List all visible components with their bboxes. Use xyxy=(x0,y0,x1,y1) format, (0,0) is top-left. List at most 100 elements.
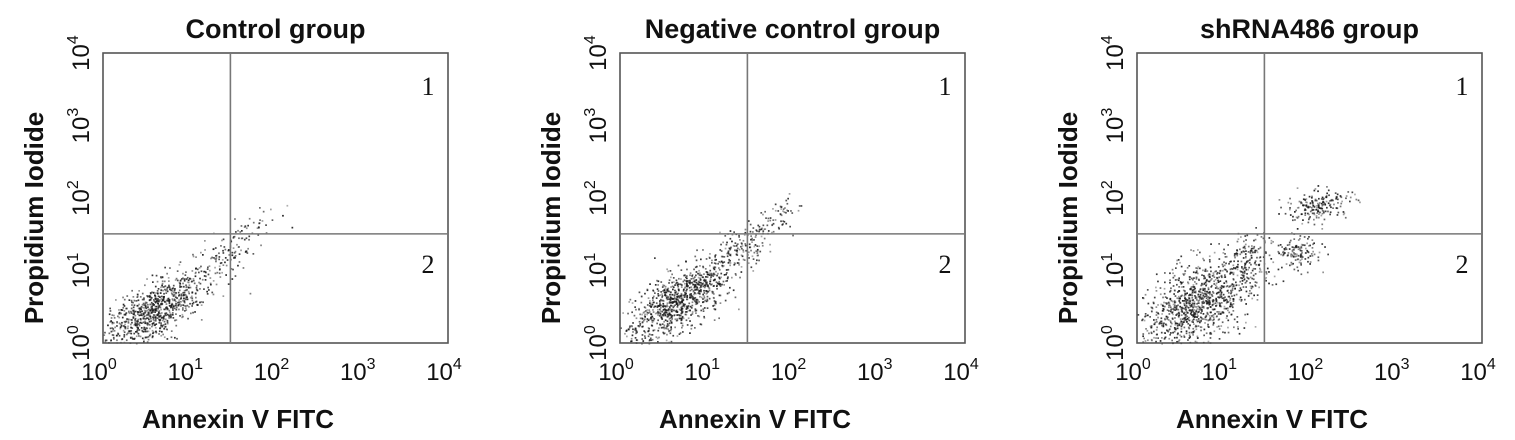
event-dot xyxy=(1313,223,1316,226)
event-dot xyxy=(245,227,248,230)
event-dot xyxy=(677,283,680,286)
event-dot xyxy=(1289,239,1292,242)
event-dot xyxy=(785,199,788,202)
event-dot xyxy=(1291,253,1294,256)
event-dot xyxy=(1238,284,1240,287)
event-dot xyxy=(1186,321,1188,323)
event-dot xyxy=(680,309,682,312)
event-dot xyxy=(1322,198,1324,201)
event-dot xyxy=(196,284,198,287)
event-dot xyxy=(1273,275,1276,278)
event-dot xyxy=(756,259,758,262)
event-dot xyxy=(684,293,687,296)
event-dot xyxy=(175,308,178,311)
event-dot xyxy=(1193,318,1195,321)
event-dot xyxy=(185,289,187,292)
event-dot xyxy=(1200,320,1202,323)
event-dot xyxy=(689,272,692,274)
event-dot xyxy=(215,260,217,263)
event-dot xyxy=(1209,266,1212,269)
event-dot xyxy=(1284,246,1287,249)
event-dot xyxy=(174,336,176,339)
event-dot xyxy=(679,314,682,317)
event-dot xyxy=(1320,202,1323,205)
event-dot xyxy=(705,271,708,273)
event-dot xyxy=(186,289,188,291)
event-dot xyxy=(1147,339,1149,342)
event-dot xyxy=(1318,202,1321,204)
event-dot xyxy=(1150,306,1152,309)
event-dot xyxy=(1287,252,1290,254)
event-dot xyxy=(661,296,663,299)
event-dot xyxy=(1160,331,1163,334)
event-dot xyxy=(687,307,690,309)
event-dot xyxy=(282,214,284,217)
event-dot xyxy=(1184,293,1187,295)
event-dot xyxy=(719,283,721,285)
event-dot xyxy=(1245,268,1248,271)
event-dot xyxy=(186,298,189,301)
event-dot xyxy=(108,313,111,316)
event-dot xyxy=(1206,308,1209,310)
event-dot xyxy=(190,312,192,315)
event-dot xyxy=(152,322,155,324)
y-tick-label: 100 xyxy=(1099,325,1129,361)
event-dot xyxy=(671,315,673,317)
event-dot xyxy=(1253,251,1255,254)
event-dot xyxy=(662,331,665,334)
event-dot xyxy=(714,308,717,311)
event-dot xyxy=(207,266,209,269)
event-dot xyxy=(163,286,166,288)
event-dot xyxy=(1250,287,1253,290)
event-dot xyxy=(128,310,130,313)
event-dot xyxy=(1245,280,1248,282)
event-dot xyxy=(785,222,788,225)
event-dot xyxy=(1201,274,1203,276)
event-dot xyxy=(771,224,773,227)
event-dot xyxy=(766,224,769,227)
event-dot xyxy=(1212,308,1215,311)
event-dot xyxy=(147,313,150,315)
event-dot xyxy=(1237,260,1239,263)
event-dot xyxy=(686,296,688,299)
event-dot xyxy=(755,234,757,237)
event-dot xyxy=(1178,286,1180,288)
event-dot xyxy=(1197,295,1200,298)
event-dot xyxy=(644,292,646,295)
event-dot xyxy=(1271,284,1274,286)
event-dot xyxy=(1181,309,1183,311)
event-dot xyxy=(716,274,718,277)
event-dot xyxy=(1349,200,1351,203)
event-dot xyxy=(668,279,671,282)
event-dot xyxy=(1192,306,1194,309)
event-dot xyxy=(1204,290,1206,292)
event-dot xyxy=(1188,319,1191,322)
event-dot xyxy=(736,254,739,256)
event-dot xyxy=(143,298,145,301)
event-dot xyxy=(123,313,126,316)
event-dot xyxy=(1174,323,1177,326)
event-dot xyxy=(1303,194,1306,196)
event-dot xyxy=(664,311,666,313)
event-dot xyxy=(706,298,709,301)
event-dot xyxy=(684,286,686,289)
event-dot xyxy=(123,310,126,312)
event-dot xyxy=(703,315,705,318)
event-dot xyxy=(160,325,162,328)
event-dot xyxy=(1250,254,1253,257)
event-dot xyxy=(1143,319,1146,322)
event-dot xyxy=(142,302,145,305)
event-dot xyxy=(1220,311,1222,314)
event-dot xyxy=(1214,312,1216,315)
event-dot xyxy=(1185,330,1188,333)
event-dot xyxy=(658,303,661,306)
event-dot xyxy=(164,318,167,321)
event-dot xyxy=(1234,266,1237,269)
event-dot xyxy=(741,245,744,247)
event-dot xyxy=(1149,325,1152,328)
event-dot xyxy=(1152,302,1155,305)
event-dot xyxy=(1187,282,1190,285)
event-dot xyxy=(134,317,137,320)
event-dot xyxy=(1317,209,1319,212)
event-dot xyxy=(1206,294,1208,297)
